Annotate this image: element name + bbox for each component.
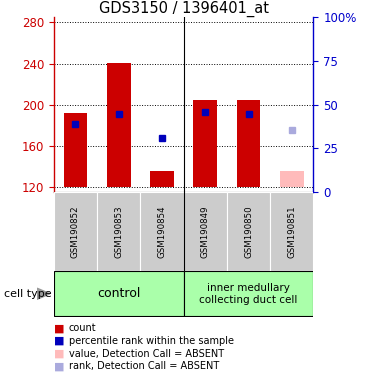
Text: GSM190851: GSM190851 [288,205,296,258]
Text: GSM190850: GSM190850 [244,205,253,258]
Bar [63,113,87,187]
Text: GSM190854: GSM190854 [158,205,167,258]
Text: rank, Detection Call = ABSENT: rank, Detection Call = ABSENT [69,361,219,371]
Text: cell type: cell type [4,289,51,299]
Text: GSM190852: GSM190852 [71,205,80,258]
Text: inner medullary
collecting duct cell: inner medullary collecting duct cell [199,283,298,305]
Text: GSM190849: GSM190849 [201,205,210,258]
Bar [97,192,140,271]
Bar [184,271,313,316]
Bar [54,192,97,271]
Text: percentile rank within the sample: percentile rank within the sample [69,336,234,346]
Bar [150,171,174,187]
Text: control: control [97,287,140,300]
Bar [107,63,131,187]
Bar [184,192,227,271]
Polygon shape [37,288,50,299]
Text: ■: ■ [54,336,64,346]
Text: ■: ■ [54,323,64,333]
Bar [270,192,313,271]
Title: GDS3150 / 1396401_at: GDS3150 / 1396401_at [99,1,269,17]
Bar [54,271,184,316]
Text: count: count [69,323,96,333]
Bar [193,99,217,187]
Bar [227,192,270,271]
Text: value, Detection Call = ABSENT: value, Detection Call = ABSENT [69,349,224,359]
Bar [280,171,304,187]
Bar [140,192,184,271]
Text: GSM190853: GSM190853 [114,205,123,258]
Bar [237,99,260,187]
Text: ■: ■ [54,361,64,371]
Text: ■: ■ [54,349,64,359]
